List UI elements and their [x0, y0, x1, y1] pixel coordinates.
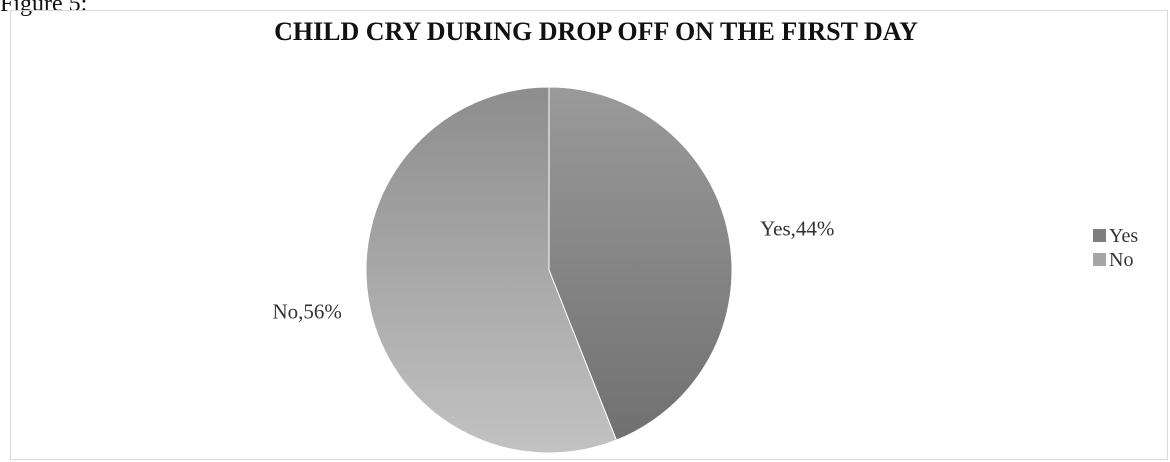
chart-area — [10, 10, 1168, 460]
data-label-no: No,56% — [272, 299, 341, 323]
pie-slices — [365, 86, 733, 454]
legend-label-yes: Yes — [1109, 225, 1138, 247]
pie-slice-yes — [548, 86, 733, 441]
legend-swatch-yes — [1093, 229, 1106, 242]
legend-swatch-no — [1093, 253, 1106, 266]
legend-label-no: No — [1109, 249, 1133, 271]
data-label-yes: Yes,44% — [760, 217, 834, 241]
chart-title: CHILD CRY DURING DROP OFF ON THE FIRST D… — [274, 17, 918, 46]
figure-label: Figure 5: — [0, 0, 88, 17]
pie-slice-no — [365, 86, 618, 454]
data-labels: Yes,44% No,56% — [272, 217, 834, 324]
